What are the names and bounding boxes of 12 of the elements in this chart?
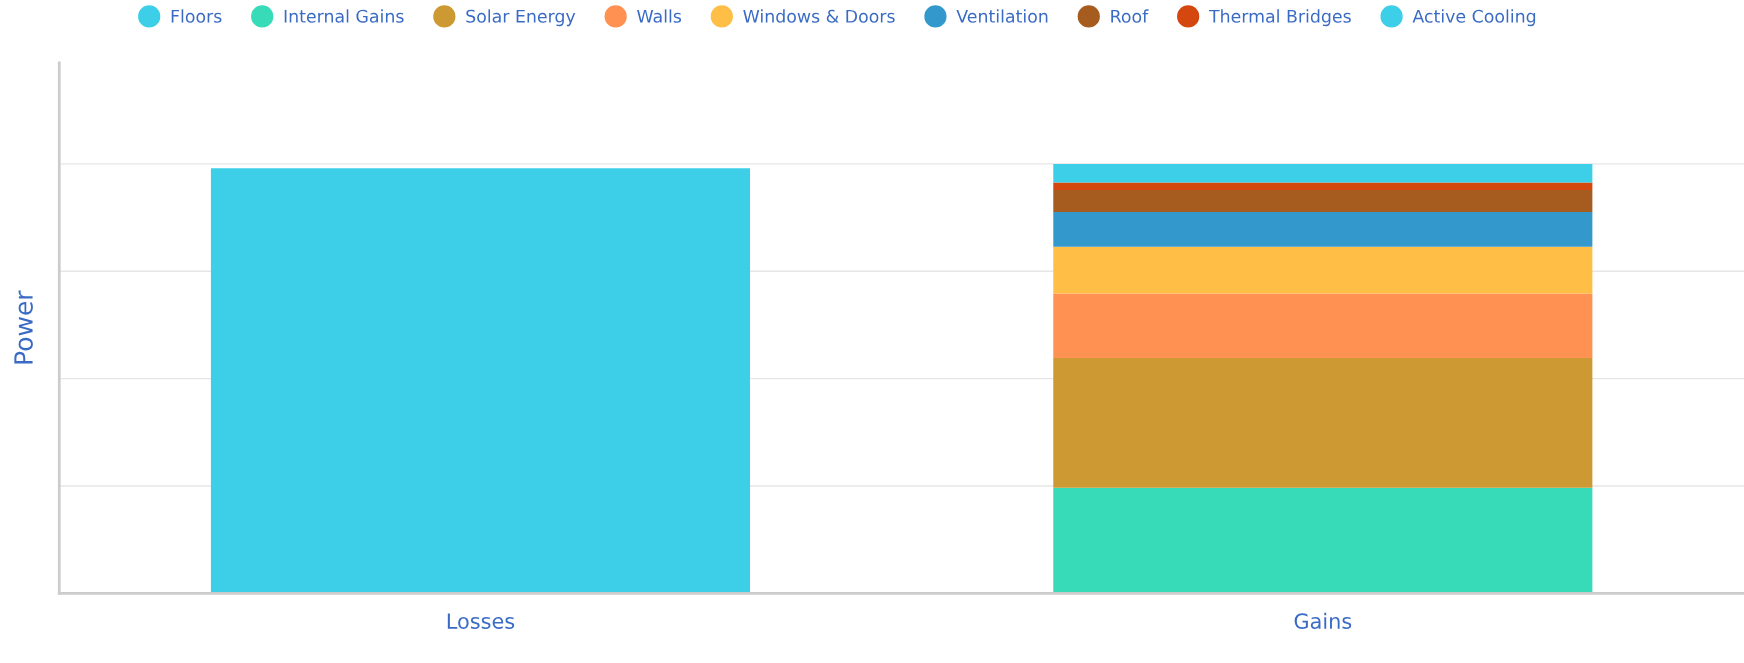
x-tick-label: Losses <box>447 613 515 629</box>
legend-label: Internal Gains <box>284 9 404 23</box>
legend-label: Floors <box>171 9 222 23</box>
legend-label: Thermal Bridges <box>1208 9 1351 27</box>
legend-label: Solar Energy <box>466 9 576 27</box>
legend-label: Windows & Doors <box>743 9 895 23</box>
x-tick-label: Gains <box>1294 612 1352 629</box>
legend-label: Walls <box>637 9 682 23</box>
y-axis-title: Power <box>14 290 33 364</box>
legend-label: Roof <box>1111 9 1149 23</box>
legend-label: Ventilation <box>956 9 1048 23</box>
legend-label: Active Cooling <box>1412 9 1536 27</box>
